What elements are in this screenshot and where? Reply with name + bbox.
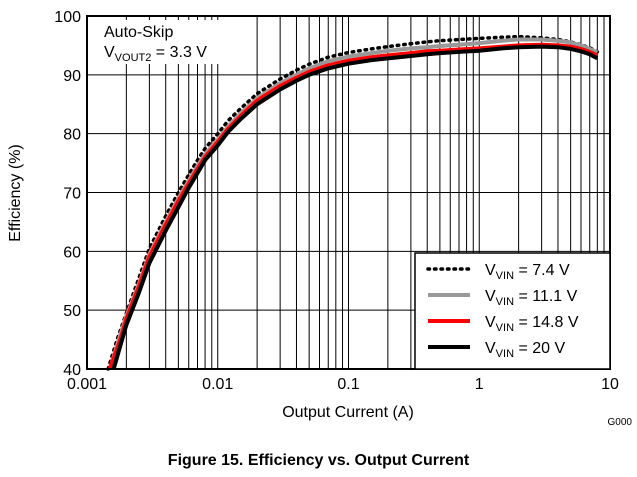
- y-tick-label: 100: [54, 9, 81, 26]
- x-tick-label: 1: [475, 376, 484, 393]
- legend-label-4: VVIN = 20 V: [485, 340, 565, 360]
- legend-label-prefix: V: [485, 262, 496, 279]
- x-tick-label: 0.01: [202, 376, 233, 393]
- legend-label-suffix: = 7.4 V: [514, 262, 570, 279]
- annotation-vout-suffix: = 3.3 V: [151, 44, 207, 61]
- y-tick-label: 70: [63, 186, 81, 203]
- x-tick-label: 0.1: [337, 376, 359, 393]
- legend-box: [414, 252, 611, 370]
- legend-label-sub: VIN: [496, 296, 514, 308]
- series-line-4: [111, 44, 599, 370]
- legend-label-sub: VIN: [496, 270, 514, 282]
- y-tick-label: 50: [63, 303, 81, 320]
- legend-label-suffix: = 14.8 V: [514, 314, 579, 331]
- y-axis-label: Efficiency (%): [7, 144, 24, 242]
- series-lines: [106, 34, 600, 371]
- x-axis-label: Output Current (A): [282, 404, 414, 421]
- x-tick-label: 0.001: [67, 376, 107, 393]
- figure-caption: Figure 15. Efficiency vs. Output Current: [167, 452, 470, 469]
- legend-label-suffix: = 11.1 V: [514, 288, 578, 305]
- y-tick-label: 90: [63, 68, 81, 85]
- annotation-mode: Auto-Skip: [104, 24, 173, 41]
- series-line-1: [106, 34, 600, 371]
- annotation-box: Auto-Skip VVOUT2 = 3.3 V: [100, 20, 234, 64]
- legend-label-2: VVIN = 11.1 V: [485, 288, 578, 308]
- annotation-vout: VVOUT2 = 3.3 V: [104, 44, 207, 64]
- legend-label-prefix: V: [485, 288, 496, 305]
- legend-label-sub: VIN: [496, 348, 514, 360]
- legend-label-1: VVIN = 7.4 V: [485, 262, 570, 282]
- y-tick-labels: 40 50 60 70 80 90 100: [54, 9, 81, 379]
- annotation-background: [100, 20, 234, 64]
- y-tick-label: 80: [63, 127, 81, 144]
- annotation-vout-sub: VOUT2: [115, 52, 152, 64]
- figure-code: G000: [608, 417, 633, 428]
- legend-label-suffix: = 20 V: [514, 340, 565, 357]
- y-tick-label: 40: [63, 362, 81, 379]
- y-tick-label: 60: [63, 244, 81, 261]
- x-tick-label: 10: [601, 376, 619, 393]
- legend-label-3: VVIN = 14.8 V: [485, 314, 579, 334]
- plot-area-frame: [86, 15, 611, 370]
- legend-label-sub: VIN: [496, 322, 514, 334]
- legend-label-prefix: V: [485, 340, 496, 357]
- legend-label-prefix: V: [485, 314, 496, 331]
- annotation-vout-prefix: V: [104, 44, 115, 61]
- x-tick-labels: 0.001 0.01 0.1 1 10: [67, 376, 619, 393]
